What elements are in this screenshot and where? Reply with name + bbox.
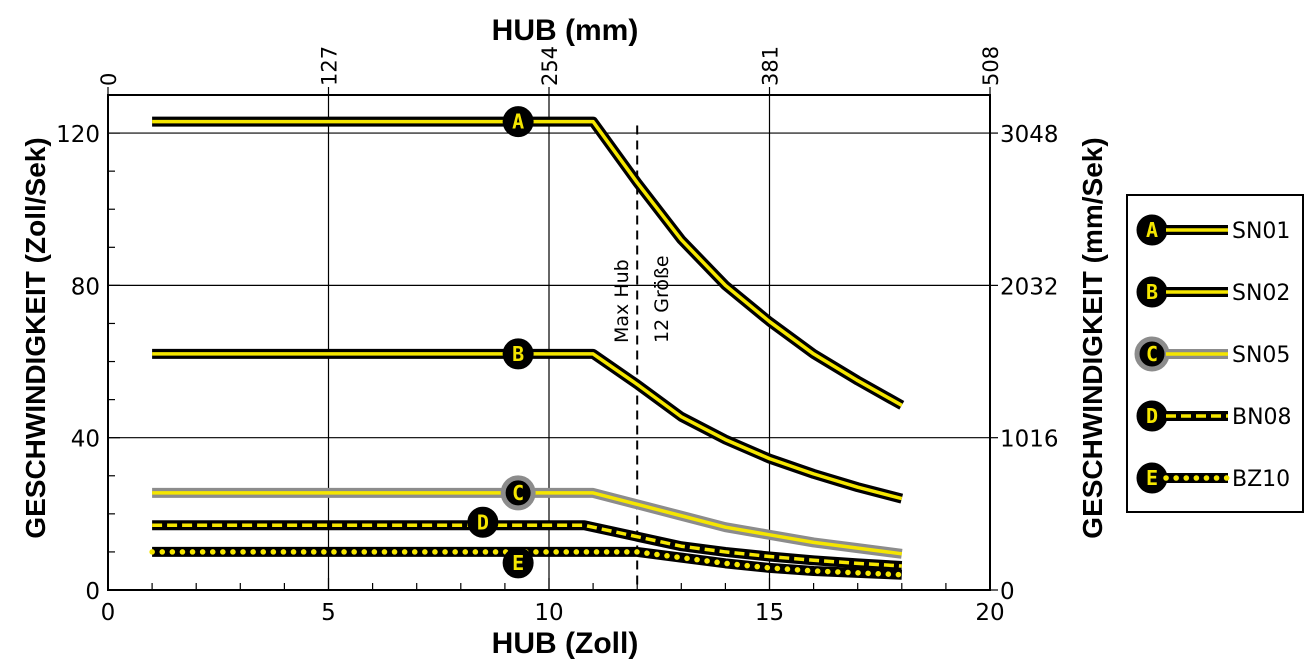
- annotation-size: 12 Größe: [651, 255, 673, 343]
- legend-marker-b-letter: B: [1146, 280, 1158, 304]
- legend-marker-d-letter: D: [1146, 404, 1158, 428]
- y-axis-title-right: GESCHWINDIGKEIT (mm/Sek): [1077, 137, 1108, 538]
- series-line-sn01-fill: [152, 119, 903, 407]
- top-tick-label: 0: [97, 73, 121, 86]
- legend-marker-e-letter: E: [1146, 466, 1158, 490]
- series-marker-b-letter: B: [512, 342, 524, 366]
- right-tick-label: 0: [1000, 579, 1015, 605]
- legend-label-sn02: SN02: [1232, 281, 1290, 306]
- x-tick-label: 5: [321, 600, 336, 626]
- y-tick-label: 80: [71, 274, 100, 300]
- legend: A SN01 B SN02 C SN05 D BN08 E BZ10: [1126, 194, 1304, 513]
- top-tick-label: 508: [979, 46, 1003, 86]
- legend-marker-a-letter: A: [1146, 218, 1158, 242]
- series-marker-d-letter: D: [477, 510, 489, 534]
- top-tick-label: 254: [538, 46, 562, 86]
- series-markers: A B CDE: [467, 106, 536, 579]
- series-marker-e-circle: [502, 547, 534, 579]
- series-marker-c-circle: [500, 475, 536, 511]
- legend-label-sn01: SN01: [1232, 219, 1290, 244]
- series-line-sn02-fill: [152, 352, 903, 501]
- legend-label-sn05: SN05: [1232, 343, 1290, 368]
- x-tick-label: 10: [534, 600, 563, 626]
- legend-label-bn08: BN08: [1232, 405, 1292, 430]
- right-tick-label: 1016: [1000, 427, 1059, 453]
- y-tick-label: 40: [71, 427, 100, 453]
- right-tick-label: 2032: [1000, 274, 1059, 300]
- series-marker-c-letter: C: [512, 481, 524, 505]
- series-marker-d-circle: [467, 506, 499, 538]
- y-tick-label: 0: [85, 579, 100, 605]
- x-tick-label: 20: [975, 600, 1004, 626]
- series-line-bn08-fill: [152, 523, 902, 568]
- top-tick-label: 127: [318, 46, 342, 86]
- legend-label-bz10: BZ10: [1232, 467, 1290, 492]
- top-axis-title: HUB (mm): [492, 14, 639, 47]
- series-marker-a-letter: A: [512, 110, 524, 134]
- annotation-max-hub: Max Hub: [611, 259, 633, 343]
- legend-marker-c-letter: C: [1146, 342, 1158, 366]
- series-marker-e-letter: E: [512, 551, 524, 575]
- x-tick-label: 15: [755, 600, 784, 626]
- right-tick-label: 3048: [1000, 122, 1059, 148]
- y-axis-title-left: GESCHWINDIGKEIT (Zoll/Sek): [20, 137, 51, 538]
- series-marker-a-circle: [502, 106, 534, 138]
- series-line-sn02-outline: [152, 348, 904, 504]
- x-tick-label: 0: [101, 600, 116, 626]
- series-marker-b-circle: [502, 338, 534, 370]
- y-tick-label: 120: [56, 122, 100, 148]
- series-line-bz10-fill: [149, 549, 905, 578]
- grid: [108, 95, 990, 590]
- series-line-sn05-fill: [152, 491, 903, 556]
- x-axis-title: HUB (Zoll): [492, 627, 639, 660]
- top-tick-label: 381: [759, 46, 783, 86]
- series-lines: [149, 116, 905, 580]
